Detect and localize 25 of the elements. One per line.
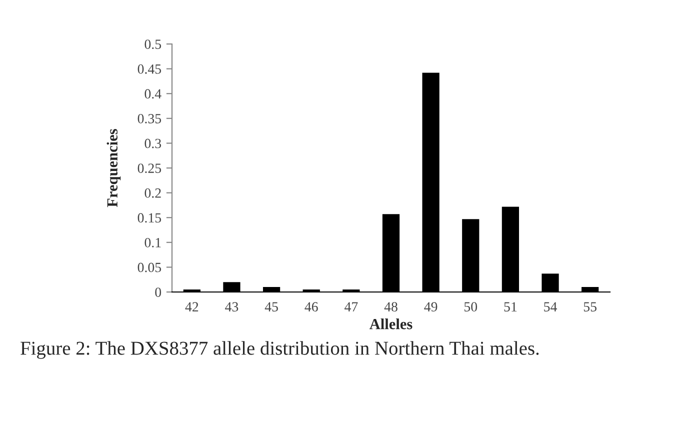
y-tick-label: 0.2 (144, 188, 161, 198)
y-tick-label: 0.05 (138, 262, 162, 272)
x-tick-label: 51 (504, 302, 517, 312)
y-tick-label: 0.5 (144, 40, 162, 50)
y-axis-title: Frequencies (106, 129, 121, 208)
x-tick-label: 45 (264, 302, 278, 312)
y-tick-label: 0.3 (144, 138, 162, 148)
y-tick-label: 0.15 (138, 213, 162, 223)
y-tick-label: 0.1 (144, 238, 161, 248)
x-tick-label: 43 (225, 302, 238, 312)
x-tick-label: 55 (584, 302, 596, 312)
x-tick-label: 47 (344, 302, 358, 312)
x-tick-label: 50 (464, 302, 478, 312)
y-tick-label: 0.25 (138, 164, 162, 174)
x-tick-label: 49 (424, 302, 438, 312)
y-tick-label: 0.4 (144, 89, 162, 99)
y-tick-label: 0.45 (138, 64, 162, 74)
y-tick-label: 0.35 (138, 114, 162, 124)
x-tick-label: 46 (304, 302, 318, 312)
x-tick-label: 48 (384, 302, 398, 312)
y-tick-label: 0 (155, 288, 162, 297)
x-tick-label: 42 (185, 302, 198, 312)
x-tick-label: 54 (544, 302, 557, 312)
x-axis-title: Alleles (370, 318, 412, 330)
caption: Figure 2: The DXS8377 allele distribution in Northern Thai males. (20, 341, 539, 359)
